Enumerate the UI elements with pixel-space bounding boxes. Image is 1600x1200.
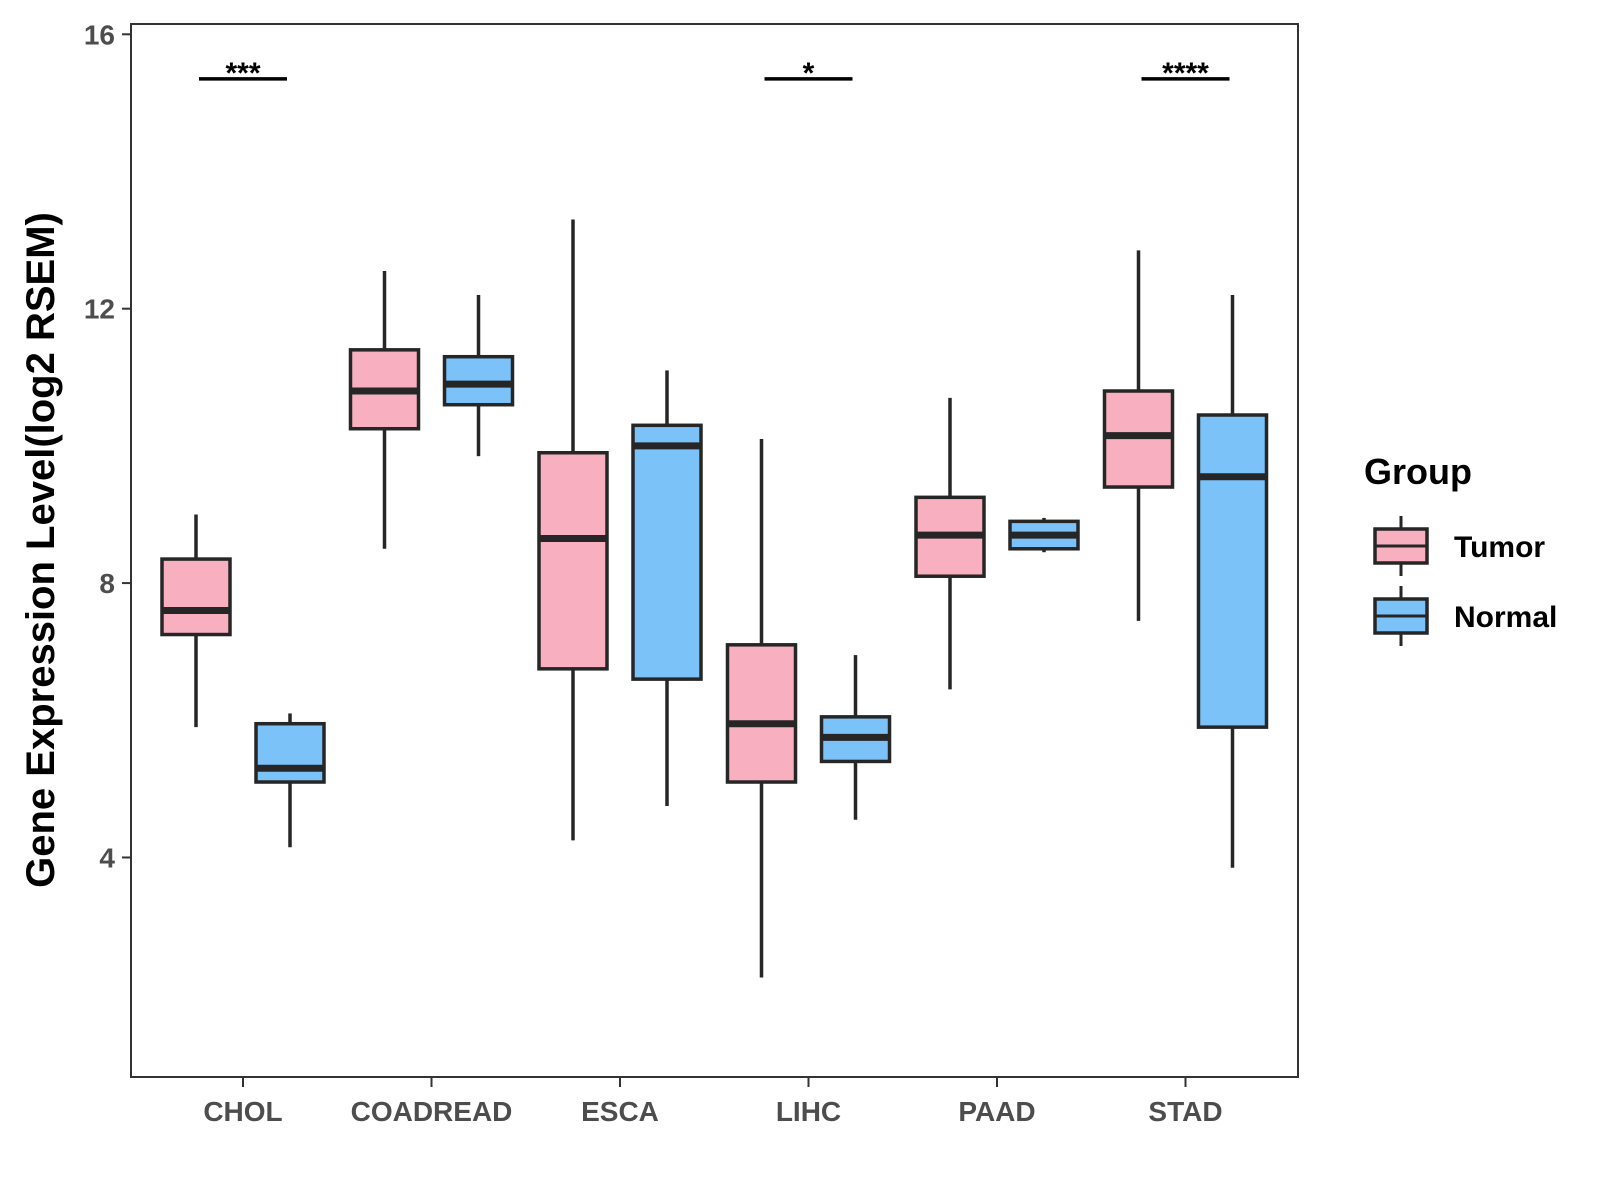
box-tumor-chol [160,514,232,728]
x-tick-label: ESCA [581,1096,659,1127]
legend: Group Tumor Normal [1364,451,1557,646]
box-tumor-stad [1102,250,1175,621]
legend-item-tumor: Tumor [1373,516,1545,576]
x-tick-label: STAD [1148,1096,1222,1127]
boxes [160,219,1269,978]
box-body [537,450,609,671]
significance-label: * [803,57,815,90]
x-axis: CHOL COADREAD ESCA LIHC PAAD STAD [203,1077,1223,1127]
y-axis: 4 8 12 16 [84,19,131,873]
box-tumor-paad [914,397,986,690]
y-axis-title: Gene Expression Level(log2 RSEM) [19,212,63,888]
box-body [254,721,326,784]
legend-label: Normal [1454,601,1557,634]
significance-chol: *** [199,57,287,90]
x-tick-label: PAAD [958,1096,1035,1127]
box-body [1196,413,1269,729]
box-body [725,643,798,784]
box-normal-esca [631,370,703,807]
y-tick-label: 8 [99,568,115,599]
box-normal-lihc [819,655,892,820]
significance-annotations: *** * **** [199,57,1230,90]
legend-title: Group [1364,451,1472,492]
significance-label: *** [225,57,260,90]
legend-label: Tumor [1454,531,1545,564]
box-body [631,423,703,681]
box-normal-chol [254,713,326,848]
box-tumor-coadread [348,270,421,549]
x-tick-label: COADREAD [351,1096,513,1127]
box-normal-paad [1008,517,1080,553]
box-body [160,557,232,637]
significance-lihc: * [764,57,853,90]
x-tick-label: LIHC [776,1096,841,1127]
significance-label: **** [1162,57,1209,90]
significance-stad: **** [1141,57,1230,90]
plot-panel [130,23,1299,1078]
y-tick-label: 4 [99,842,115,873]
box-tumor-esca [537,219,609,841]
x-tick-label: CHOL [203,1096,282,1127]
y-tick-label: 12 [84,294,115,325]
y-tick-label: 16 [84,19,115,50]
box-normal-stad [1196,294,1269,868]
box-normal-coadread [442,294,515,457]
box-tumor-lihc [725,439,798,978]
legend-item-normal: Normal [1373,586,1557,646]
